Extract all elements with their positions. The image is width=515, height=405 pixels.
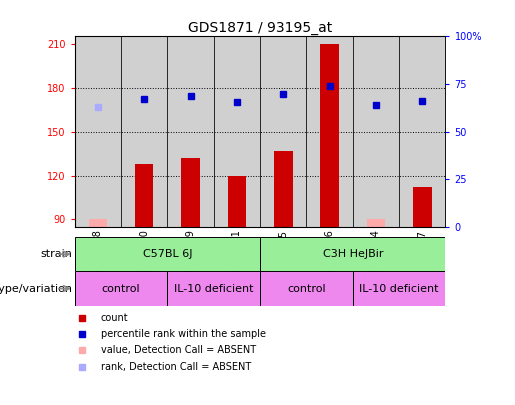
Bar (135, 164, 153, 227)
Bar (121, 36, 167, 227)
Bar (353, 271, 445, 306)
Bar (181, 158, 200, 227)
Bar (260, 271, 353, 306)
Bar (306, 36, 353, 227)
Bar (167, 271, 260, 306)
Text: value, Detection Call = ABSENT: value, Detection Call = ABSENT (100, 345, 256, 355)
Text: control: control (101, 284, 140, 294)
Bar (214, 36, 260, 227)
Text: IL-10 deficient: IL-10 deficient (174, 284, 253, 294)
Text: C3H HeJBir: C3H HeJBir (322, 249, 383, 259)
Bar (367, 220, 385, 227)
Text: genotype/variation: genotype/variation (0, 284, 72, 294)
Text: percentile rank within the sample: percentile rank within the sample (100, 329, 266, 339)
Bar (75, 271, 167, 306)
Bar (75, 237, 260, 271)
Text: count: count (100, 313, 128, 323)
Bar (167, 36, 214, 227)
Bar (228, 175, 246, 227)
Bar (260, 36, 306, 227)
Text: strain: strain (41, 249, 72, 259)
Bar (274, 151, 293, 227)
Bar (413, 187, 432, 227)
Bar (75, 36, 121, 227)
Text: IL-10 deficient: IL-10 deficient (359, 284, 439, 294)
Bar (89, 220, 107, 227)
Text: control: control (287, 284, 325, 294)
Bar (320, 44, 339, 227)
Text: rank, Detection Call = ABSENT: rank, Detection Call = ABSENT (100, 362, 251, 371)
Bar (260, 237, 445, 271)
Text: C57BL 6J: C57BL 6J (143, 249, 192, 259)
Bar (399, 36, 445, 227)
Title: GDS1871 / 93195_at: GDS1871 / 93195_at (188, 21, 332, 35)
Bar (353, 36, 399, 227)
